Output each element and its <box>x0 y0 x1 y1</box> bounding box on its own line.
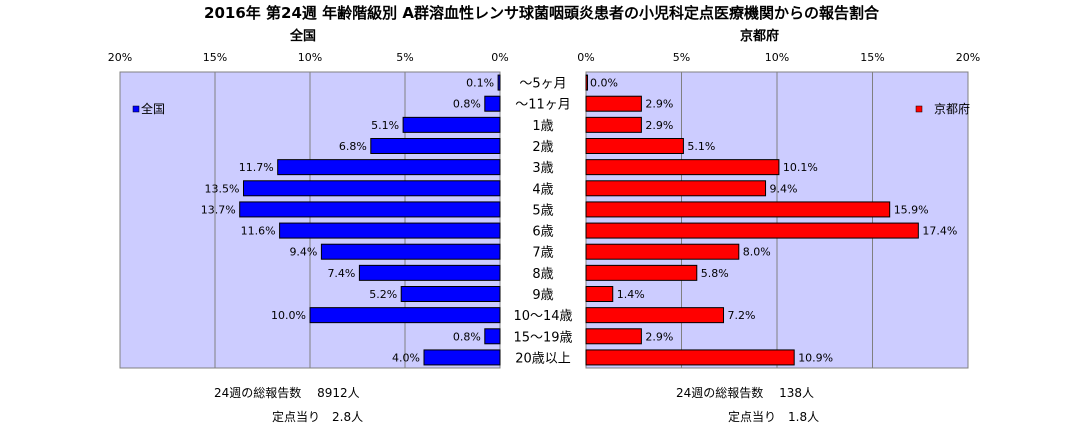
kyoto-legend-swatch <box>915 105 923 113</box>
national-data-label: 0.8% <box>453 330 481 343</box>
national-tick-label: 0% <box>491 51 508 64</box>
national-bar <box>239 201 501 218</box>
national-per-site: 定点当り 2.8人 <box>272 410 364 424</box>
national-data-label: 7.4% <box>327 267 355 280</box>
national-bar <box>358 264 501 281</box>
national-tick-label: 10% <box>298 51 322 64</box>
national-data-label: 9.4% <box>289 246 317 259</box>
kyoto-bar <box>585 286 614 302</box>
national-data-label: 11.7% <box>239 161 274 174</box>
kyoto-data-label: 2.9% <box>645 98 673 111</box>
national-legend-label: 全国 <box>141 101 165 116</box>
kyoto-data-label: 1.4% <box>617 288 645 301</box>
category-label: 4歳 <box>532 182 553 197</box>
category-label: 3歳 <box>532 161 553 176</box>
kyoto-bar <box>585 180 767 197</box>
national-data-label: 11.6% <box>241 225 276 238</box>
national-bar <box>484 95 501 112</box>
kyoto-tick-label: 10% <box>765 51 789 64</box>
kyoto-tick-label: 5% <box>673 51 690 64</box>
kyoto-tick-label: 20% <box>956 51 980 64</box>
kyoto-bar <box>585 222 919 239</box>
kyoto-panel-title: 京都府 <box>740 29 780 44</box>
category-label: 〜11ヶ月 <box>515 98 571 113</box>
kyoto-bar <box>585 201 891 218</box>
national-bar <box>320 243 501 260</box>
category-label: 8歳 <box>532 267 553 282</box>
kyoto-bar <box>585 116 642 133</box>
kyoto-bar <box>585 159 780 176</box>
category-label: 15〜19歳 <box>513 330 572 345</box>
category-label: 10〜14歳 <box>513 309 572 324</box>
kyoto-data-label: 8.0% <box>743 246 771 259</box>
kyoto-data-label: 2.9% <box>645 330 673 343</box>
kyoto-data-label: 10.1% <box>783 161 818 174</box>
national-tick-label: 15% <box>203 51 227 64</box>
kyoto-bar <box>585 349 795 366</box>
national-total-reports: 24週の総報告数 8912人 <box>214 386 360 400</box>
national-data-label: 10.0% <box>271 309 306 322</box>
kyoto-data-label: 17.4% <box>922 225 957 238</box>
kyoto-data-label: 10.9% <box>798 351 833 364</box>
kyoto-tick-label: 0% <box>577 51 594 64</box>
kyoto-total-reports: 24週の総報告数 138人 <box>676 386 814 400</box>
category-label: 5歳 <box>532 203 553 218</box>
national-bar <box>370 138 501 154</box>
national-data-label: 4.0% <box>392 351 420 364</box>
kyoto-data-label: 15.9% <box>894 203 929 216</box>
national-legend-swatch <box>132 105 140 113</box>
kyoto-tick-label: 15% <box>860 51 884 64</box>
category-label: 20歳以上 <box>515 351 571 366</box>
chart-title: 2016年 第24週 年齢階級別 A群溶血性レンサ球菌咽頭炎患者の小児科定点医療… <box>204 4 879 22</box>
national-bar <box>400 286 501 302</box>
national-data-label: 5.1% <box>371 119 399 132</box>
kyoto-bar <box>585 95 642 112</box>
national-bar <box>309 307 501 324</box>
national-bar <box>423 349 501 366</box>
category-label: 2歳 <box>532 140 553 155</box>
national-data-label: 0.1% <box>466 77 494 90</box>
national-bar <box>497 74 501 91</box>
national-data-label: 13.5% <box>205 182 240 195</box>
national-bar <box>277 159 501 176</box>
national-data-label: 5.2% <box>369 288 397 301</box>
national-tick-label: 20% <box>108 51 132 64</box>
national-bar <box>243 180 501 197</box>
national-bar <box>279 222 501 239</box>
category-label: 6歳 <box>532 225 553 240</box>
national-data-label: 6.8% <box>339 140 367 153</box>
kyoto-bar <box>585 307 725 324</box>
kyoto-data-label: 5.8% <box>701 267 729 280</box>
category-label: 9歳 <box>532 288 553 303</box>
national-bar <box>484 328 501 345</box>
kyoto-bar <box>585 138 684 154</box>
kyoto-data-label: 7.2% <box>728 309 756 322</box>
category-label: 〜5ヶ月 <box>519 77 566 92</box>
national-data-label: 13.7% <box>201 203 236 216</box>
kyoto-per-site: 定点当り 1.8人 <box>728 410 820 424</box>
national-data-label: 0.8% <box>453 98 481 111</box>
kyoto-bar <box>585 74 588 91</box>
category-label: 1歳 <box>532 119 553 134</box>
kyoto-bar <box>585 243 740 260</box>
national-bar <box>402 116 501 133</box>
kyoto-data-label: 9.4% <box>770 182 798 195</box>
kyoto-bar <box>585 328 642 345</box>
national-tick-label: 5% <box>396 51 413 64</box>
kyoto-bar <box>585 264 698 281</box>
kyoto-data-label: 2.9% <box>645 119 673 132</box>
kyoto-data-label: 0.0% <box>590 77 618 90</box>
category-label: 7歳 <box>532 246 553 261</box>
national-panel-title: 全国 <box>290 29 317 44</box>
kyoto-data-label: 5.1% <box>687 140 715 153</box>
kyoto-legend-label: 京都府 <box>934 101 970 116</box>
